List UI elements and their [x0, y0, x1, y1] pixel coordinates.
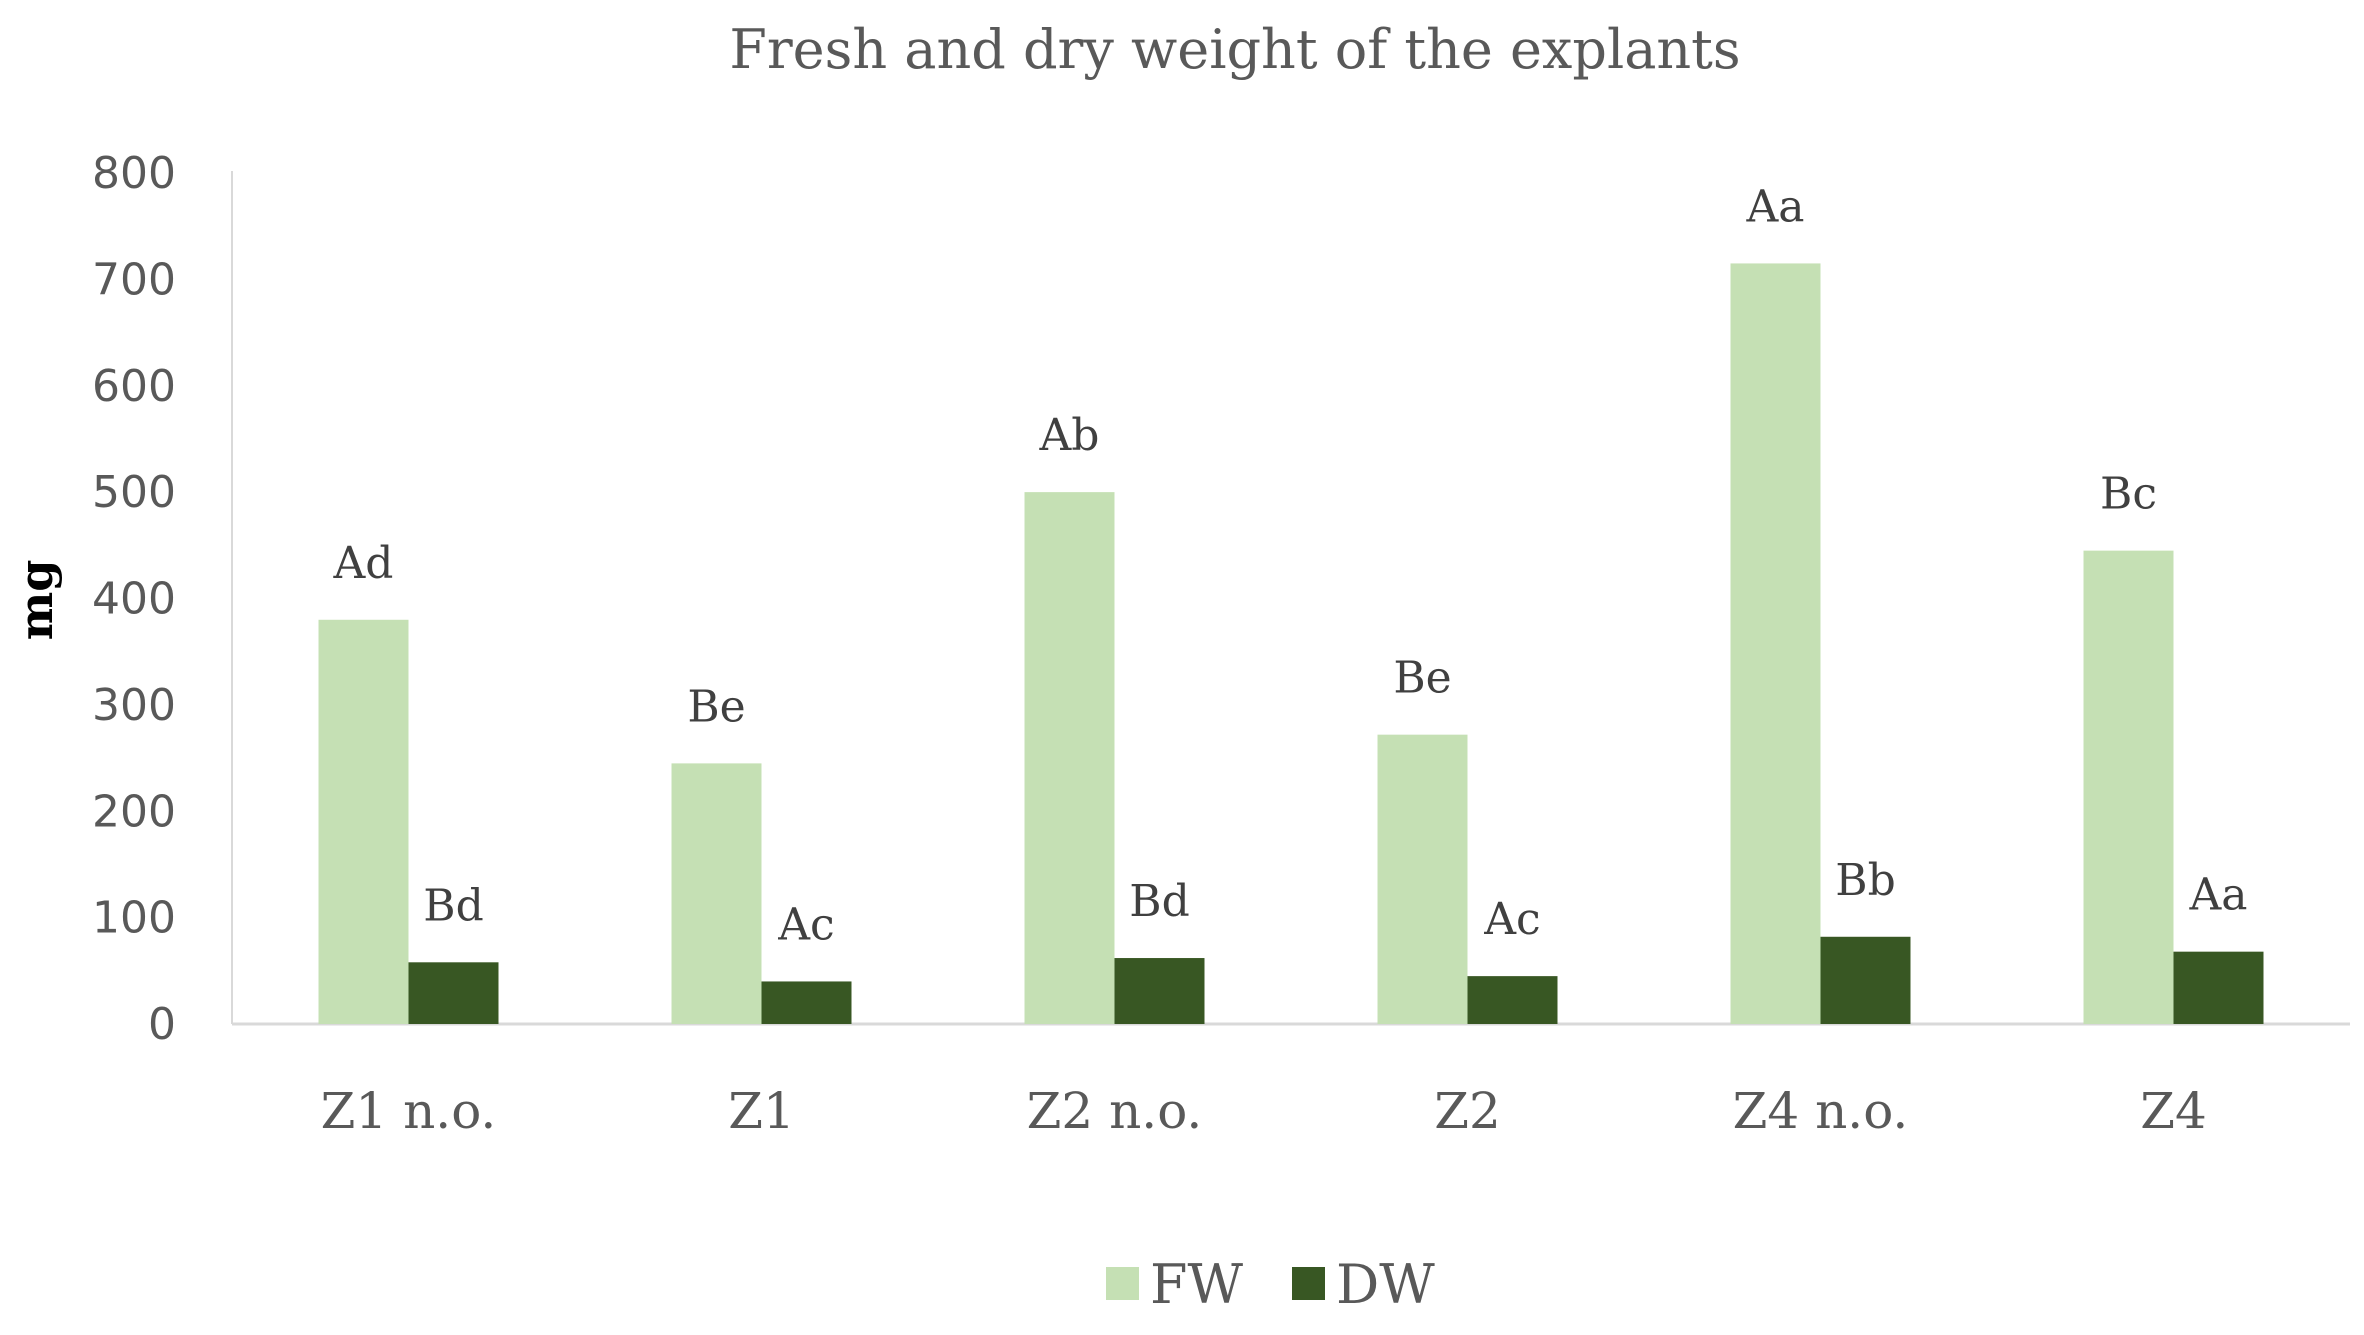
y-tick-label: 400 — [92, 574, 176, 625]
data-label: Bd — [1129, 876, 1190, 927]
legend-label-fw: FW — [1150, 1253, 1243, 1316]
y-tick-label: 600 — [92, 361, 176, 412]
y-tick-label: 300 — [92, 680, 176, 731]
x-tick-label: Z1 — [728, 1082, 795, 1140]
data-labels: Ad Bd Be Ac Ab Bd Be Ac Aa Bb Bc Aa — [333, 181, 2248, 950]
data-label: Be — [1393, 653, 1451, 704]
y-tick-label: 500 — [92, 467, 176, 518]
legend-label-dw: DW — [1336, 1253, 1435, 1316]
data-label: Ad — [333, 538, 394, 589]
bar-dw — [408, 962, 499, 1024]
data-label: Bd — [423, 880, 484, 931]
bar-dw — [1114, 958, 1205, 1024]
data-label: Aa — [1745, 181, 1804, 232]
bar-dw — [2173, 951, 2264, 1024]
y-tick-label: 700 — [92, 254, 176, 305]
bar-dw — [761, 981, 852, 1024]
data-label: Aa — [2188, 870, 2247, 921]
data-label: Be — [687, 681, 745, 732]
data-label: Ac — [1483, 894, 1540, 945]
bar-dw — [1467, 976, 1558, 1024]
x-tick-label: Z2 n.o. — [1027, 1082, 1203, 1140]
data-label: Ab — [1039, 410, 1100, 461]
x-axis-ticks: Z1 n.o. Z1 Z2 n.o. Z2 Z4 n.o. Z4 — [321, 1082, 2207, 1140]
axes — [231, 171, 2350, 1026]
y-tick-label: 800 — [92, 148, 176, 199]
y-tick-label: 100 — [92, 893, 176, 944]
y-tick-label: 200 — [92, 786, 176, 837]
y-axis-ticks: 0 100 200 300 400 500 600 700 800 — [92, 148, 176, 1050]
bar-dw — [1820, 936, 1911, 1024]
bar-fw — [318, 619, 409, 1024]
x-tick-label: Z2 — [1434, 1082, 1501, 1140]
bar-fw — [671, 763, 762, 1024]
legend: FW DW — [1106, 1253, 1435, 1316]
x-tick-label: Z1 n.o. — [321, 1082, 497, 1140]
x-tick-label: Z4 n.o. — [1733, 1082, 1909, 1140]
data-label: Ac — [777, 899, 834, 950]
y-tick-label: 0 — [148, 999, 176, 1050]
legend-swatch-dw — [1292, 1267, 1325, 1300]
chart-title: Fresh and dry weight of the explants — [729, 18, 1740, 81]
bar-fw — [1377, 734, 1468, 1024]
bars — [318, 263, 2264, 1024]
data-label: Bb — [1835, 855, 1896, 906]
y-axis-label: mg — [9, 560, 63, 641]
legend-swatch-fw — [1106, 1267, 1139, 1300]
bar-fw — [1730, 263, 1821, 1024]
x-tick-label: Z4 — [2140, 1082, 2207, 1140]
bar-fw — [2083, 550, 2174, 1024]
data-label: Bc — [2100, 469, 2157, 520]
bar-fw — [1024, 492, 1115, 1024]
